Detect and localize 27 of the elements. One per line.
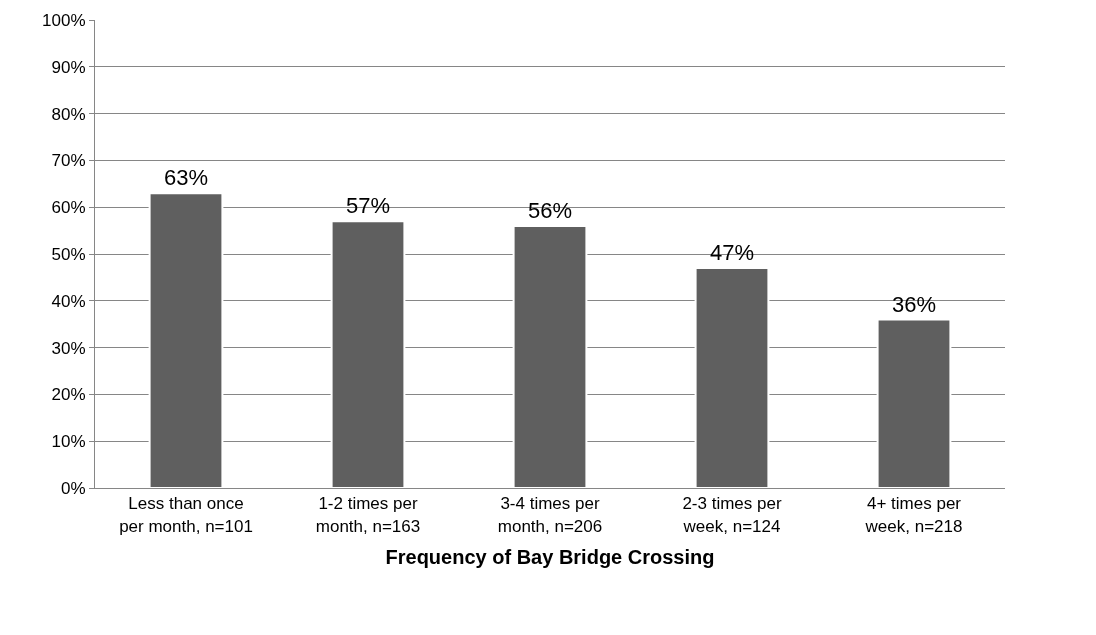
y-tick-label: 0% [61,478,86,498]
data-label: 56% [527,197,573,223]
bar [876,318,952,488]
x-tick-label: 1-2 times per month, n=163 [315,494,421,536]
bar [148,192,224,488]
x-tick-label: 2-3 times per week, n=124 [682,494,782,536]
y-tick-label: 100% [42,10,86,30]
y-tick-label: 50% [51,244,86,264]
x-tick-label: Less than once per month, n=101 [119,494,253,536]
y-tick-label: 30% [51,338,86,358]
bar [694,267,770,488]
x-tick-label: 3-4 times per month, n=206 [497,494,603,536]
y-tick-label: 40% [51,291,86,311]
y-tick-label: 80% [51,104,86,124]
x-tick-label: 4+ times per week, n=218 [864,494,963,536]
y-tick-label: 60% [51,198,86,218]
data-label: 36% [891,291,937,317]
y-tick-label: 20% [51,385,86,405]
y-tick-label: 70% [51,151,86,171]
data-label: 57% [345,193,391,219]
data-label: 63% [163,165,209,191]
y-tick-label: 90% [51,57,86,77]
y-tick-label: 10% [51,432,86,452]
data-label: 47% [709,240,755,266]
x-axis-title: Frequency of Bay Bridge Crossing [385,546,715,568]
bar [330,220,406,488]
bar [512,224,588,488]
